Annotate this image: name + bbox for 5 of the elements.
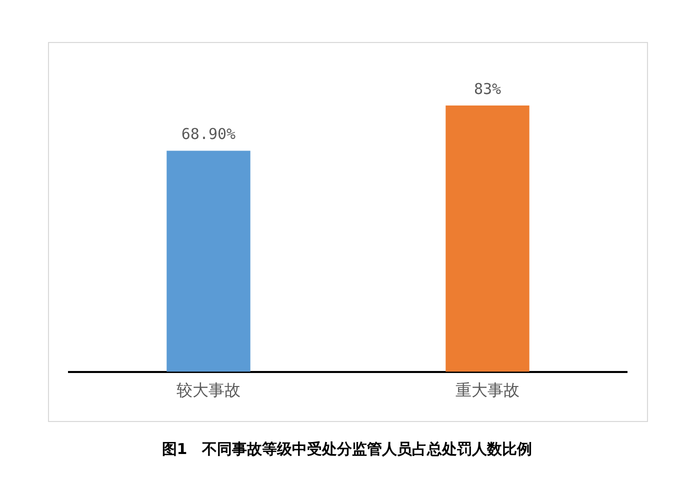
x-tick-label: 较大事故 (176, 380, 240, 400)
data-label: 68.90% (181, 125, 236, 144)
text: 图1 不同事故等级中受处分监管人员占总处罚人数比例 (160, 440, 534, 459)
data-label: 83% (474, 80, 502, 98)
x-tick-label: 重大事故 (456, 380, 520, 400)
